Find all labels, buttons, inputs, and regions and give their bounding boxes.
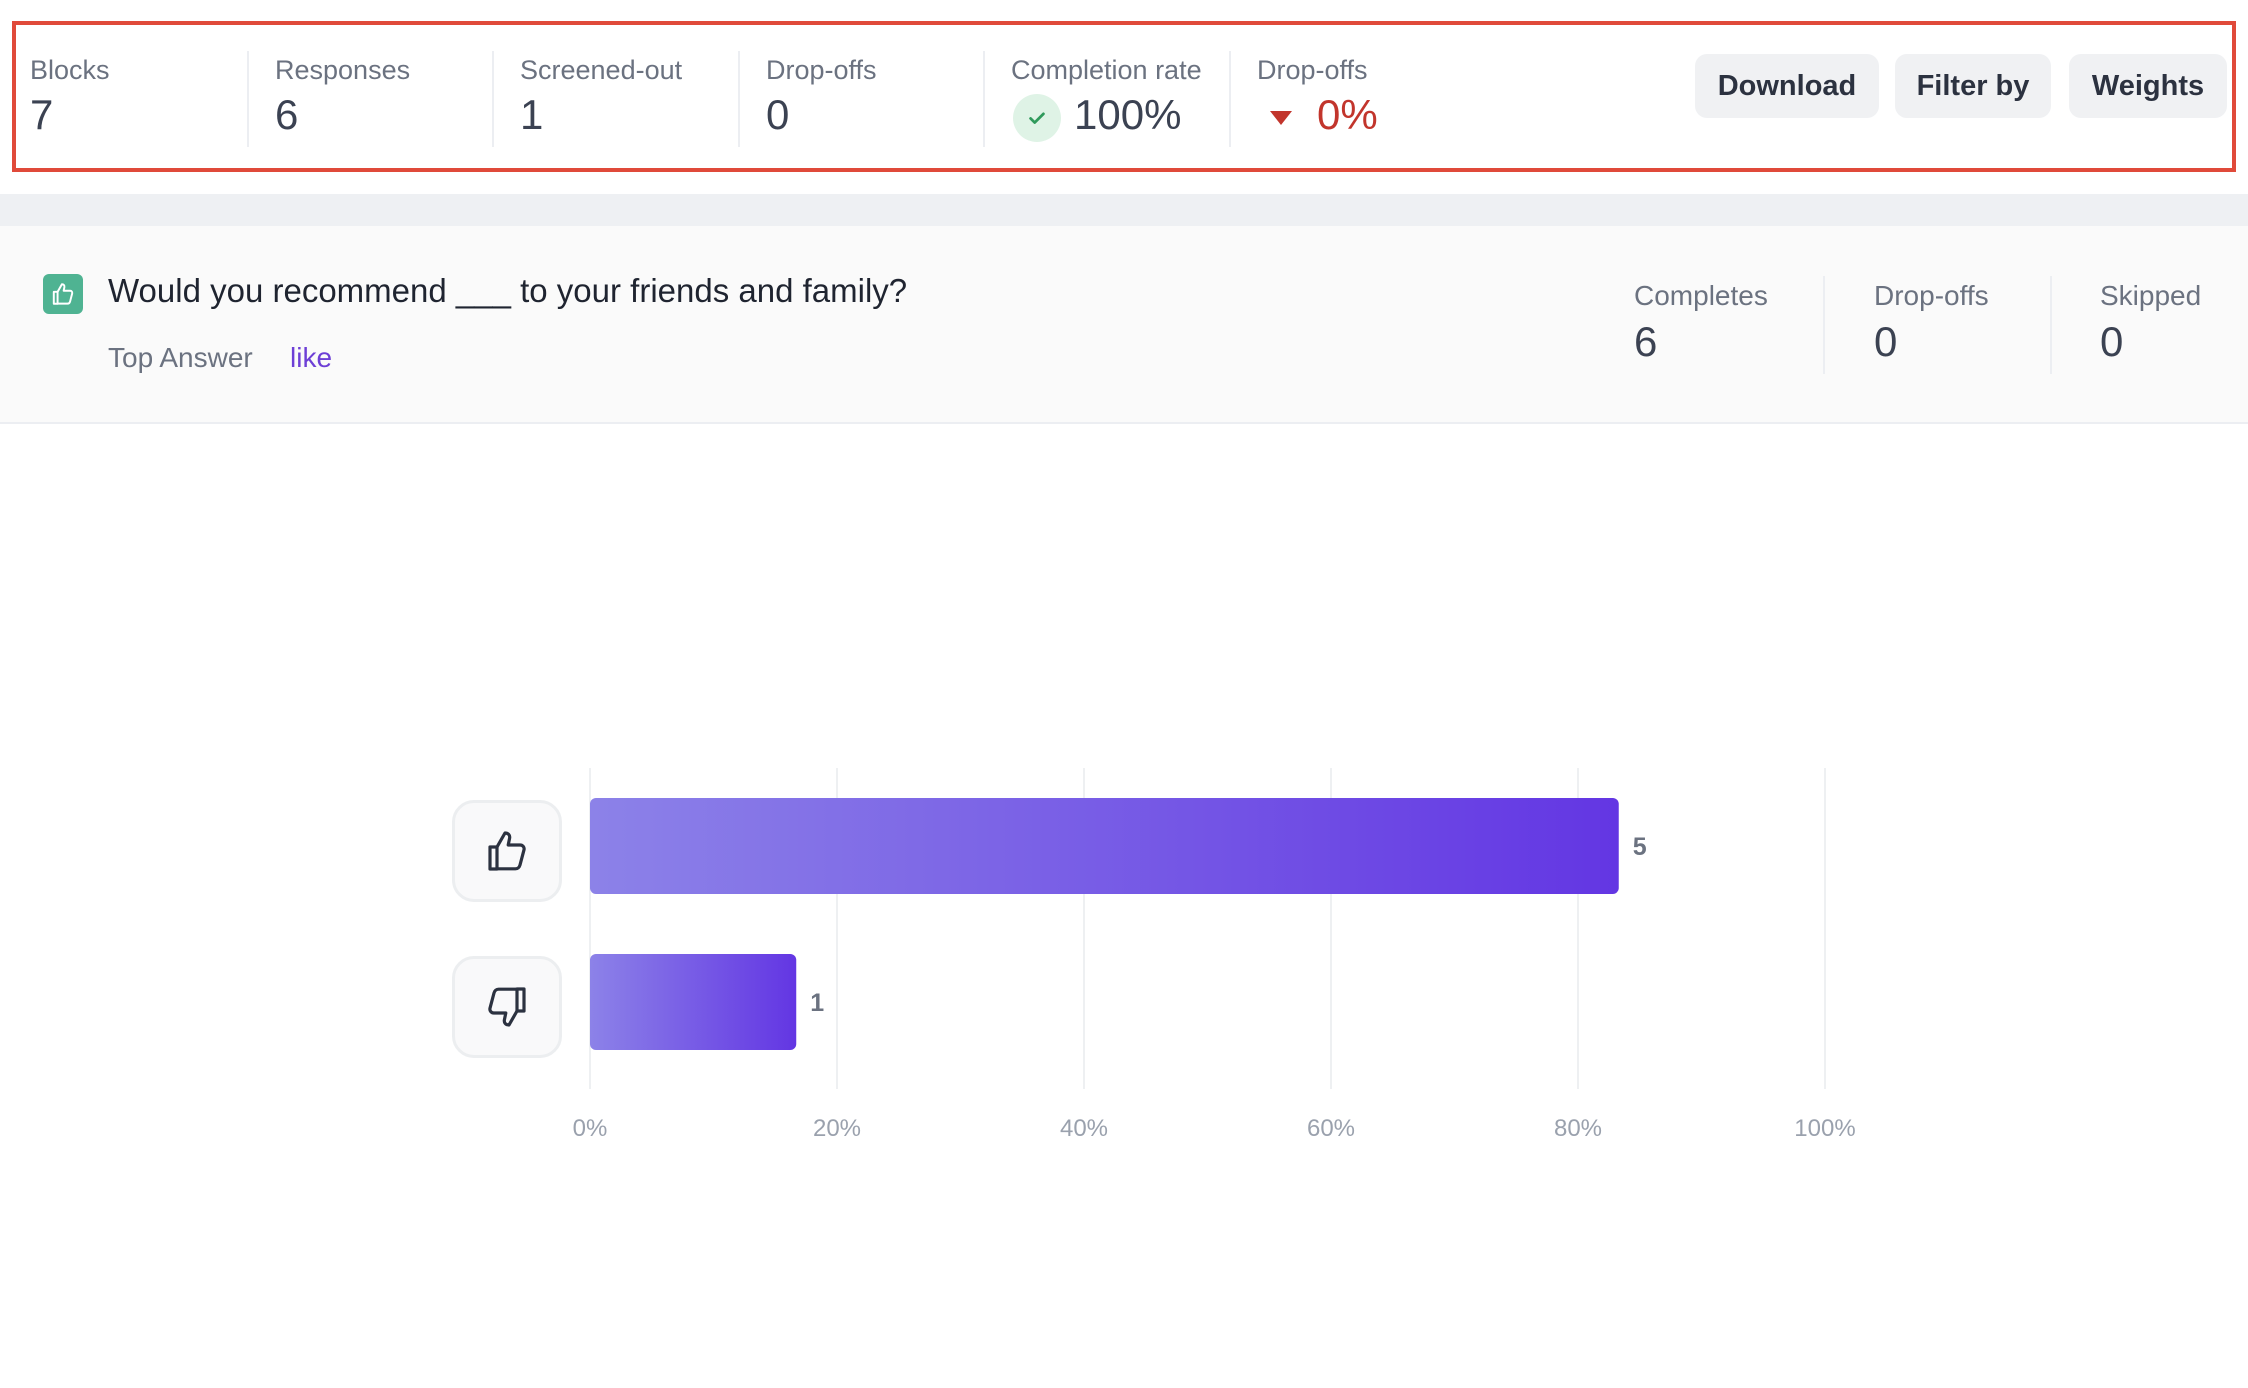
- x-tick-label: 60%: [1307, 1115, 1355, 1142]
- stat-divider: [1229, 51, 1231, 147]
- question-drop-offs-value: 0: [1874, 318, 1897, 366]
- stat-divider: [1823, 276, 1825, 374]
- stat-divider: [2050, 276, 2052, 374]
- question-header: Would you recommend ___ to your friends …: [0, 226, 2248, 424]
- stat-screened-out-value: 1: [520, 91, 543, 139]
- x-tick-label: 100%: [1794, 1115, 1855, 1142]
- question-title: Would you recommend ___ to your friends …: [108, 272, 907, 310]
- top-answer-label: Top Answer: [108, 342, 253, 374]
- skipped-value: 0: [2100, 318, 2123, 366]
- skipped-label: Skipped: [2100, 280, 2201, 312]
- thumbs-up-icon: [43, 274, 83, 314]
- x-tick-label: 80%: [1554, 1115, 1602, 1142]
- stat-drop-offs-value: 0: [766, 91, 789, 139]
- stat-completion-rate-value: 100%: [1074, 91, 1181, 139]
- completes-label: Completes: [1634, 280, 1768, 312]
- stat-drop-off-rate: Drop-offs 0%: [1257, 25, 1457, 168]
- stat-blocks-label: Blocks: [30, 55, 110, 86]
- stat-divider: [738, 51, 740, 147]
- stat-completion-rate: Completion rate 100%: [1011, 25, 1231, 168]
- stat-drop-offs-label: Drop-offs: [766, 55, 877, 86]
- bar-like: [590, 798, 1619, 894]
- x-tick-label: 0%: [573, 1115, 608, 1142]
- stat-responses-label: Responses: [275, 55, 410, 86]
- summary-stats-bar: Blocks 7 Responses 6 Screened-out 1 Drop…: [12, 21, 2236, 172]
- stat-divider: [492, 51, 494, 147]
- top-answer-value: like: [290, 342, 332, 374]
- stat-divider: [983, 51, 985, 147]
- x-tick-label: 20%: [813, 1115, 861, 1142]
- stat-blocks-value: 7: [30, 91, 53, 139]
- filter-by-button[interactable]: Filter by: [1895, 54, 2051, 118]
- section-separator: [0, 194, 2248, 226]
- stat-divider: [247, 51, 249, 147]
- answer-distribution-chart: 5 1 0% 20% 40% 60% 80% 100%: [0, 424, 2248, 1184]
- download-button[interactable]: Download: [1695, 54, 1879, 118]
- question-drop-offs-label: Drop-offs: [1874, 280, 1989, 312]
- trend-down-icon: [1270, 111, 1292, 125]
- stat-completion-rate-label: Completion rate: [1011, 55, 1202, 86]
- stat-responses-value: 6: [275, 91, 298, 139]
- stat-drop-off-rate-label: Drop-offs: [1257, 55, 1368, 86]
- check-icon: [1013, 94, 1061, 142]
- weights-button[interactable]: Weights: [2069, 54, 2227, 118]
- x-tick-label: 40%: [1060, 1115, 1108, 1142]
- bar-dislike: [590, 954, 796, 1050]
- stat-screened-out-label: Screened-out: [520, 55, 682, 86]
- bar-value-label: 1: [810, 989, 824, 1017]
- completes-value: 6: [1634, 318, 1657, 366]
- stat-drop-off-rate-value: 0%: [1317, 91, 1378, 139]
- bar-value-label: 5: [1633, 833, 1647, 861]
